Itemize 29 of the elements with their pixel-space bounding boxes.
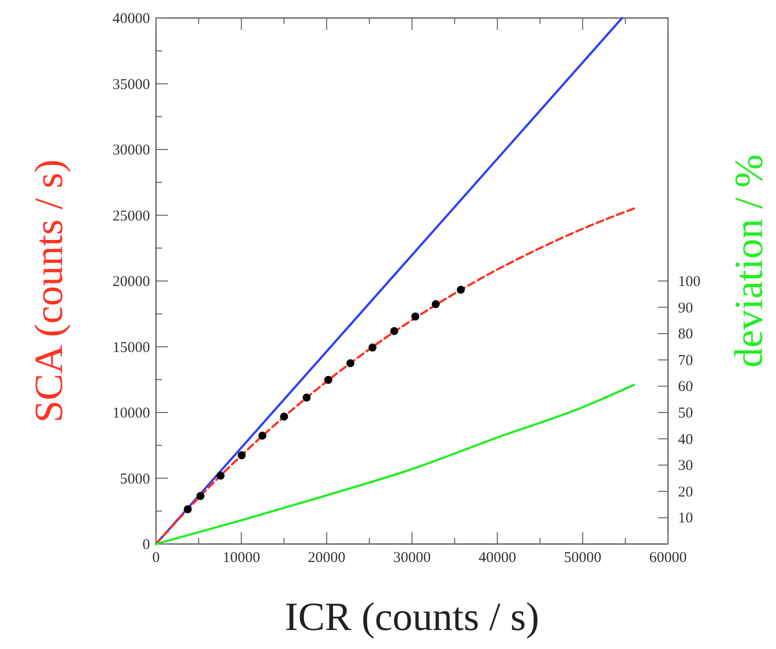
y2-tick-label: 40 bbox=[678, 432, 693, 448]
x-tick-label: 0 bbox=[152, 550, 160, 566]
y2-tick-label: 80 bbox=[678, 326, 693, 343]
y2-tick-label: 50 bbox=[678, 406, 693, 422]
y-tick-label: 10000 bbox=[112, 406, 150, 422]
x-tick-label: 50000 bbox=[564, 550, 602, 566]
y2-tick-label: 70 bbox=[678, 352, 693, 369]
x-tick-label: 40000 bbox=[478, 550, 516, 566]
x-axis-title: ICR (counts / s) bbox=[284, 594, 540, 639]
y2-axis-title: deviation / % bbox=[726, 154, 771, 368]
y-tick-label: 40000 bbox=[112, 11, 150, 27]
x-tick-label: 30000 bbox=[393, 550, 431, 566]
x-tick-label: 20000 bbox=[308, 550, 346, 566]
y-tick-label: 30000 bbox=[112, 142, 150, 158]
x-tick-label: 10000 bbox=[222, 550, 260, 566]
y-tick-label: 20000 bbox=[112, 274, 150, 290]
y-axis-title: SCA (counts / s) bbox=[26, 159, 71, 423]
x-tick-label: 60000 bbox=[649, 550, 687, 566]
y2-tick-label: 10 bbox=[678, 510, 693, 527]
y2-tick-label: 100 bbox=[678, 274, 700, 290]
y-tick-label: 35000 bbox=[112, 76, 150, 93]
y2-tick-label: 20 bbox=[678, 484, 693, 500]
y-tick-label: 15000 bbox=[112, 340, 150, 356]
y2-tick-label: 60 bbox=[678, 379, 693, 396]
y-tick-label: 25000 bbox=[112, 208, 150, 224]
y2-tick-label: 90 bbox=[678, 300, 693, 316]
y-tick-label: 5000 bbox=[120, 471, 150, 488]
y-tick-label: 0 bbox=[142, 537, 150, 553]
y2-tick-label: 30 bbox=[678, 458, 693, 474]
